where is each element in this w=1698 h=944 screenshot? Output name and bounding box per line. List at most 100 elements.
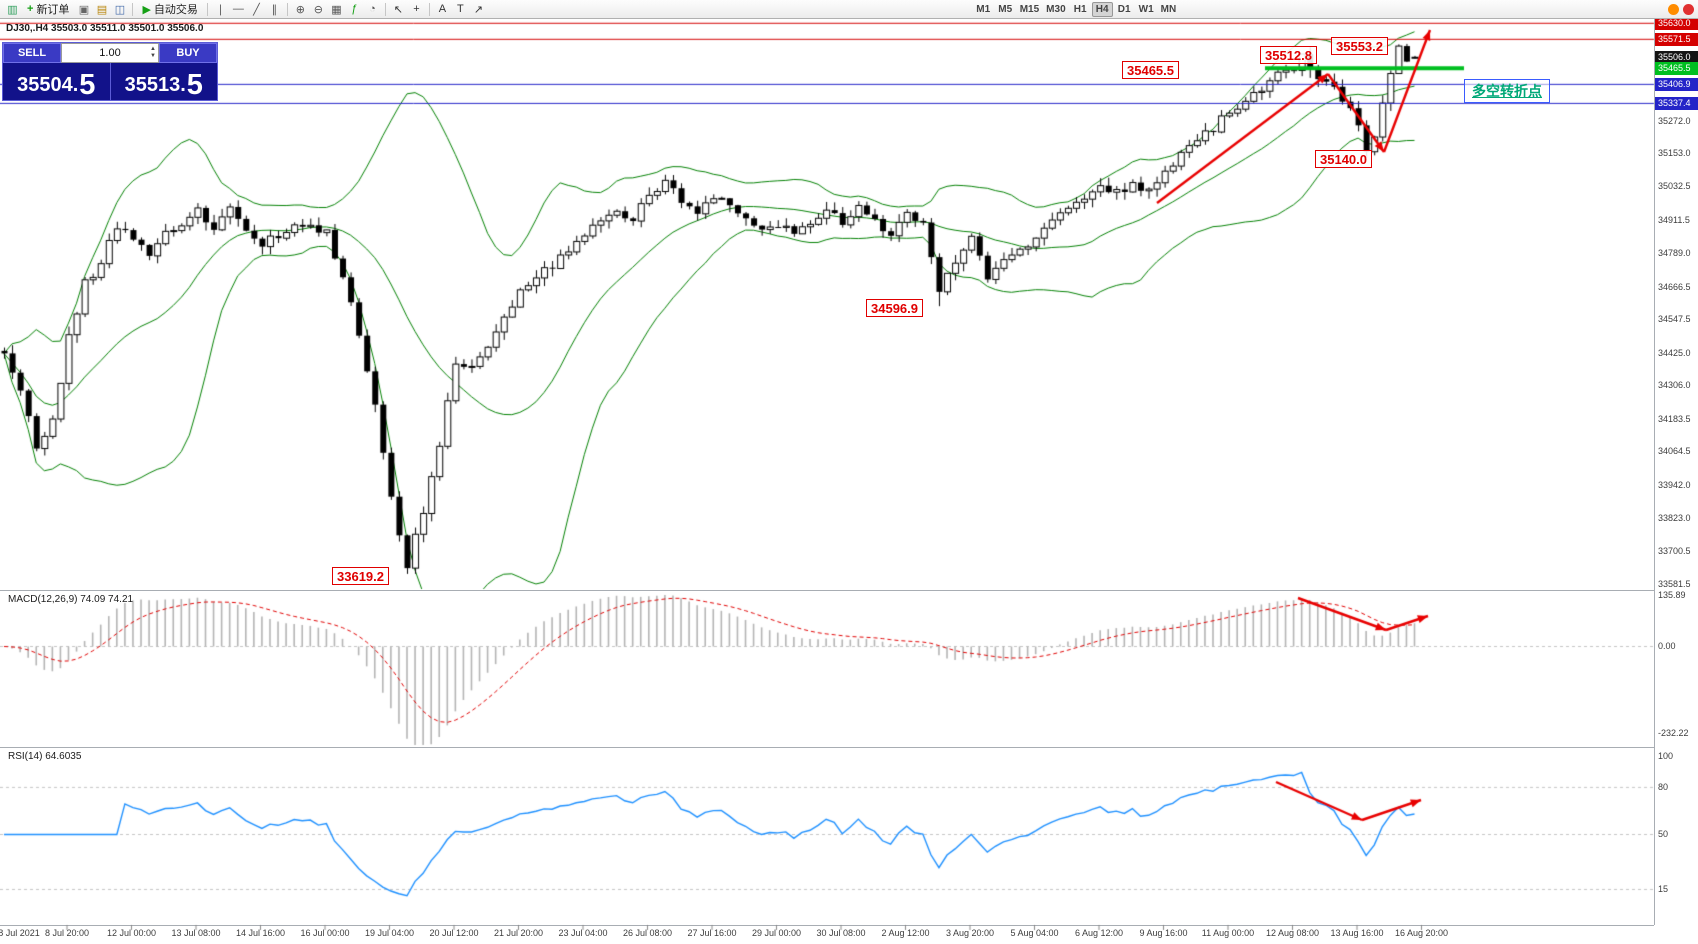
price-axis-label: 34789.0 <box>1658 248 1691 259</box>
label-icon[interactable]: T <box>457 3 464 15</box>
lot-size-value: 1.00 <box>99 47 121 59</box>
timeframe-m15[interactable]: M15 <box>1019 3 1040 15</box>
timeframe-w1[interactable]: W1 <box>1138 3 1154 15</box>
macd-axis-label: 135.89 <box>1658 590 1686 601</box>
macd-indicator-label: MACD(12,26,9) 74.09 74.21 <box>8 594 134 605</box>
autotrade-icon: ▶ <box>142 3 151 16</box>
rsi-axis-label: 50 <box>1658 829 1669 839</box>
lot-size-field[interactable]: 1.00 ▲ ▼ <box>61 43 159 63</box>
market-watch-icon[interactable]: ◫ <box>114 3 126 16</box>
price-axis-label: 35272.0 <box>1658 115 1691 126</box>
time-axis-label: 5 Aug 04:00 <box>1010 928 1059 938</box>
price-axis-label: 34911.5 <box>1658 214 1690 225</box>
rsi-indicator-label: RSI(14) 64.6035 <box>8 751 82 762</box>
toolbar-separator <box>286 2 288 16</box>
autotrade-button-label: 自动交易 <box>153 4 198 16</box>
timeframe-d1[interactable]: D1 <box>1117 3 1131 15</box>
price-annotation[interactable]: 35512.8 <box>1260 46 1317 64</box>
time-axis-label: 30 Jul 08:00 <box>816 928 866 938</box>
orange-circle-icon[interactable] <box>1668 3 1679 15</box>
price-axis-label: 34183.5 <box>1658 413 1691 424</box>
toolbar-separator <box>428 2 430 16</box>
time-axis-label: 2 Aug 12:00 <box>881 928 930 938</box>
price-axis-marker[interactable]: 35571.5 <box>1655 32 1698 46</box>
price-axis-marker[interactable]: 35337.4 <box>1655 96 1698 110</box>
toolbar-separator <box>206 2 208 16</box>
time-axis-label: 12 Jul 00:00 <box>106 928 157 938</box>
time-axis-label: 13 Jul 08:00 <box>171 928 221 938</box>
profiles-icon[interactable]: ▤ <box>96 3 108 16</box>
text-icon[interactable]: A <box>438 3 447 15</box>
price-annotation[interactable]: 35140.0 <box>1315 150 1372 168</box>
tile-windows-icon[interactable]: ▦ <box>331 3 342 16</box>
time-axis-label: 14 Jul 16:00 <box>235 928 286 938</box>
time-axis-label: 8 Jul 20:00 <box>44 928 90 938</box>
lot-up-icon[interactable]: ▲ <box>150 46 156 52</box>
timeframe-h1[interactable]: H1 <box>1073 3 1087 15</box>
timeframe-m1[interactable]: M1 <box>976 3 991 15</box>
price-axis-label: 35153.0 <box>1658 148 1691 159</box>
timeframe-m5[interactable]: M5 <box>998 3 1013 15</box>
time-axis-label: 8 Jul 2021 <box>0 928 40 938</box>
vertical-line-icon[interactable]: ∣ <box>217 3 224 16</box>
chart-window-icon[interactable]: ▣ <box>78 3 90 16</box>
time-axis-label: 26 Jul 08:00 <box>622 928 673 938</box>
price-axis-label: 33581.5 <box>1658 578 1691 589</box>
time-axis-label: 19 Jul 04:00 <box>364 928 415 938</box>
price-annotation[interactable]: 33619.2 <box>332 567 389 585</box>
cursor-icon[interactable]: ↖ <box>393 3 404 16</box>
time-axis-label: 23 Jul 04:00 <box>558 928 608 938</box>
red-circle-icon[interactable] <box>1683 3 1694 15</box>
price-annotation[interactable]: 34596.9 <box>866 299 923 317</box>
rsi-axis-label: 15 <box>1658 883 1669 894</box>
price-annotation[interactable]: 35553.2 <box>1331 37 1388 55</box>
time-axis-label: 9 Aug 16:00 <box>1139 928 1188 938</box>
macd-axis-label: 0.00 <box>1658 641 1676 651</box>
periods-icon[interactable]: ◔ <box>369 3 376 15</box>
timeframe-m30[interactable]: M30 <box>1046 3 1066 15</box>
sell-price[interactable]: 35504. 5 <box>3 63 111 100</box>
zoom-in-icon[interactable]: ⊕ <box>295 3 306 16</box>
time-axis-label: 21 Jul 20:00 <box>493 928 544 938</box>
channel-icon[interactable]: ∥ <box>271 3 278 16</box>
price-axis-label: 33942.0 <box>1658 480 1691 490</box>
timeframe-h4[interactable]: H4 <box>1091 1 1113 17</box>
time-axis-label: 16 Aug 20:00 <box>1394 928 1449 938</box>
new-order-button[interactable]: + 新订单 <box>22 2 74 17</box>
chart-icon[interactable]: ▥ <box>7 3 18 16</box>
trendline-icon[interactable]: ╱ <box>253 3 260 16</box>
buy-price[interactable]: 35513. 5 <box>111 63 218 100</box>
buy-button[interactable]: BUY <box>159 43 217 63</box>
price-axis-marker[interactable]: 35506.0 <box>1655 50 1698 64</box>
price-axis-marker[interactable]: 35406.9 <box>1655 77 1698 91</box>
price-axis-marker[interactable]: 35630.0 <box>1655 16 1698 30</box>
price-annotation[interactable]: 35465.5 <box>1122 61 1179 79</box>
time-axis-label: 12 Aug 08:00 <box>1265 928 1320 938</box>
time-axis-label: 27 Jul 16:00 <box>687 928 737 938</box>
crosshair-icon[interactable]: + <box>413 3 420 15</box>
new-order-button-label: 新订单 <box>36 4 70 16</box>
macd-axis-label: -232.22 <box>1658 727 1689 738</box>
price-axis-label: 33823.0 <box>1658 512 1691 523</box>
zoom-out-icon[interactable]: ⊖ <box>313 3 324 16</box>
sell-price-frac: 5 <box>79 69 96 101</box>
new-order-icon: + <box>27 3 34 15</box>
time-axis-label: 13 Aug 16:00 <box>1330 928 1384 938</box>
price-axis-label: 33700.5 <box>1658 546 1691 557</box>
autotrade-button[interactable]: ▶ 自动交易 <box>137 2 202 17</box>
horizontal-line-icon[interactable]: ― <box>232 3 244 15</box>
price-axis-label: 34306.0 <box>1658 380 1691 391</box>
chart-symbol-ohlc: DJ30,.H4 35503.0 35511.0 35501.0 35506.0 <box>6 23 204 34</box>
price-axis-marker[interactable]: 35465.5 <box>1655 61 1698 75</box>
indicators-icon[interactable]: ƒ <box>351 3 358 15</box>
turn-point-annotation[interactable]: 多空转折点 <box>1464 79 1550 103</box>
arrow-object-icon[interactable]: ↗ <box>473 3 484 16</box>
timeframe-mn[interactable]: MN <box>1160 3 1177 15</box>
sell-button[interactable]: SELL <box>3 43 61 63</box>
price-axis-label: 34666.5 <box>1658 281 1691 292</box>
lot-down-icon[interactable]: ▼ <box>150 53 156 59</box>
time-axis-label: 20 Jul 12:00 <box>429 928 479 938</box>
time-axis-label: 3 Aug 20:00 <box>945 928 995 938</box>
